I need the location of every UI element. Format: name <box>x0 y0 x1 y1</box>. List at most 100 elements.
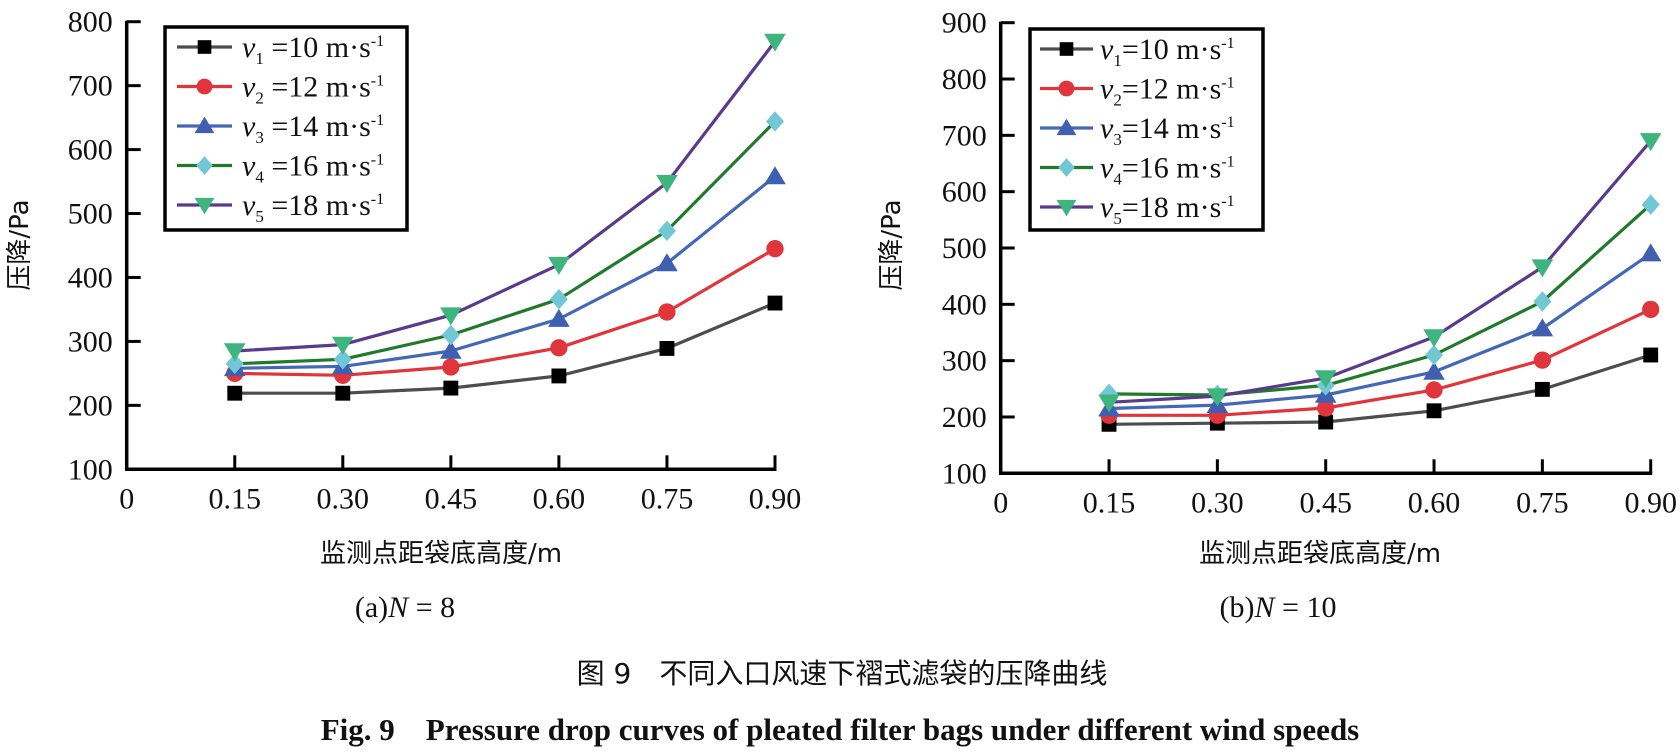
data-point-v2 <box>442 358 460 376</box>
panel-caption-variable: N <box>387 591 410 624</box>
legend: v1 =10 m·s-1v2 =12 m·s-1v3 =14 m·s-1v4 =… <box>163 25 409 232</box>
legend-item-v1: v1=10 m·s-1 <box>1040 33 1235 70</box>
data-point-v2 <box>766 240 784 258</box>
legend-value: =10 m·s <box>1122 33 1221 66</box>
data-point-v2 <box>550 339 568 357</box>
data-point-v1 <box>335 385 351 401</box>
legend-variable: v <box>242 189 256 222</box>
legend-subscript: 1 <box>255 49 264 68</box>
legend-value: =12 m·s <box>264 71 371 104</box>
legend-label: v3 =14 m·s-1 <box>242 110 384 147</box>
y-tick-label: 500 <box>68 198 113 231</box>
data-point-v5 <box>1639 133 1662 152</box>
y-axis-title: 压降/Pa <box>877 199 907 290</box>
legend-value: =16 m·s <box>1122 152 1221 185</box>
x-tick-label: 0.60 <box>1408 486 1461 519</box>
legend-value: =10 m·s <box>264 31 371 64</box>
y-axis-title: 压降/Pa <box>5 199 35 290</box>
y-tick-label: 900 <box>942 7 987 40</box>
legend-label: v1=10 m·s-1 <box>1100 33 1235 70</box>
series-line-v3 <box>234 175 777 370</box>
data-point-v3 <box>1531 318 1554 337</box>
series-v4 <box>225 111 784 374</box>
legend-variable: v <box>242 110 256 143</box>
data-point-v5 <box>1531 259 1554 278</box>
legend-variable: v <box>1100 191 1114 224</box>
data-point-v1 <box>551 368 567 384</box>
legend-item-v5: v5=18 m·s-1 <box>1040 191 1235 228</box>
x-tick-label: 0.30 <box>317 482 370 515</box>
y-tick-label: 400 <box>942 288 987 321</box>
data-point-v5 <box>764 33 786 52</box>
y-tick-label: 100 <box>942 457 987 490</box>
data-point-v3 <box>656 253 678 272</box>
panel-caption-prefix: (b) <box>1220 591 1255 624</box>
legend-marker <box>196 156 213 175</box>
legend-superscript: -1 <box>371 152 384 169</box>
data-point-v1 <box>1643 347 1659 363</box>
legend-marker <box>1058 158 1075 177</box>
data-point-v4 <box>549 289 568 310</box>
x-tick-label: 0.15 <box>209 482 262 515</box>
data-point-v3 <box>1423 361 1445 380</box>
x-tick-label: 0.30 <box>1191 486 1244 519</box>
y-tick-label: 400 <box>68 261 113 294</box>
data-point-v4 <box>657 220 676 241</box>
data-point-v5 <box>656 175 678 194</box>
legend-variable: v <box>1100 112 1114 145</box>
data-point-v3 <box>548 308 570 327</box>
x-tick-label: 0 <box>993 486 1008 519</box>
legend-variable: v <box>1100 73 1114 106</box>
legend-value: =18 m·s <box>1122 191 1221 224</box>
y-tick-label: 300 <box>68 325 113 358</box>
legend-subscript: 3 <box>255 128 264 147</box>
data-point-v5 <box>1314 370 1337 389</box>
y-tick-label: 200 <box>68 389 113 422</box>
legend-label: v4 =16 m·s-1 <box>242 150 384 187</box>
series-v5 <box>1098 133 1662 413</box>
legend-superscript: -1 <box>1221 75 1234 92</box>
legend-marker <box>1059 42 1074 56</box>
legend-subscript: 5 <box>255 207 264 226</box>
series-v2 <box>226 240 784 384</box>
legend-marker <box>1056 118 1077 136</box>
legend-value: =18 m·s <box>264 189 371 222</box>
legend-subscript: 3 <box>1113 130 1122 149</box>
data-point-v1 <box>1534 381 1550 397</box>
legend-variable: v <box>1100 152 1114 185</box>
data-point-v1 <box>1426 403 1442 419</box>
legend-marker <box>194 116 215 134</box>
series-line-v2 <box>234 247 776 377</box>
panel-caption-variable: N <box>1254 591 1277 624</box>
legend-marker <box>1058 80 1075 97</box>
data-point-v4 <box>766 111 784 132</box>
legend-item-v1: v1 =10 m·s-1 <box>177 31 384 68</box>
data-point-v1 <box>1318 414 1334 430</box>
panel-caption: (a)N = 8 <box>355 591 455 624</box>
y-tick-label: 600 <box>68 134 113 167</box>
y-tick-label: 800 <box>68 6 113 39</box>
data-point-v4 <box>1533 291 1552 312</box>
legend-item-v4: v4 =16 m·s-1 <box>177 150 384 187</box>
y-tick-label: 800 <box>942 63 987 96</box>
x-tick-label: 0.75 <box>1516 486 1569 519</box>
data-point-v5 <box>1098 394 1120 413</box>
x-tick-label: 0 <box>119 482 134 515</box>
data-point-v5 <box>332 336 354 355</box>
legend-label: v2 =12 m·s-1 <box>242 71 384 108</box>
legend-subscript: 4 <box>255 168 264 187</box>
data-point-v2 <box>1425 381 1443 399</box>
legend-item-v5: v5 =18 m·s-1 <box>177 189 384 226</box>
y-tick-label: 200 <box>942 401 987 434</box>
legend-variable: v <box>242 31 256 64</box>
legend-marker <box>1056 199 1077 217</box>
data-point-v1 <box>659 341 675 356</box>
legend-variable: v <box>242 71 256 104</box>
legend-subscript: 2 <box>255 89 264 108</box>
x-axis-title: 监测点距袋底高度/m <box>1199 539 1441 569</box>
x-tick-label: 0.75 <box>641 482 694 515</box>
data-point-v5 <box>1206 388 1229 407</box>
series-line-v2 <box>1109 307 1652 417</box>
legend-subscript: 1 <box>1113 51 1122 70</box>
